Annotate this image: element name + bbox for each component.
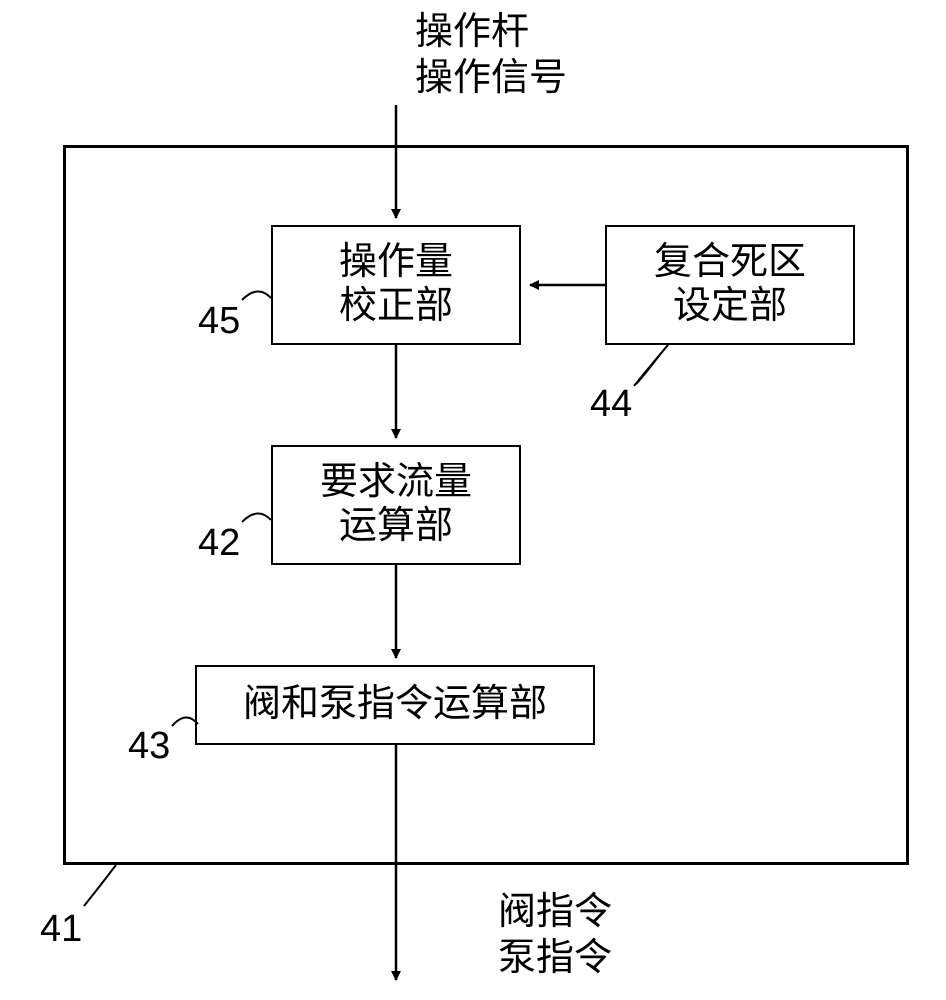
diagram-canvas: 操作杆 操作信号 阀指令 泵指令 操作量 校正部 45 复合死区 设定部 44 … (0, 0, 946, 1000)
arrows-layer (0, 0, 946, 1000)
